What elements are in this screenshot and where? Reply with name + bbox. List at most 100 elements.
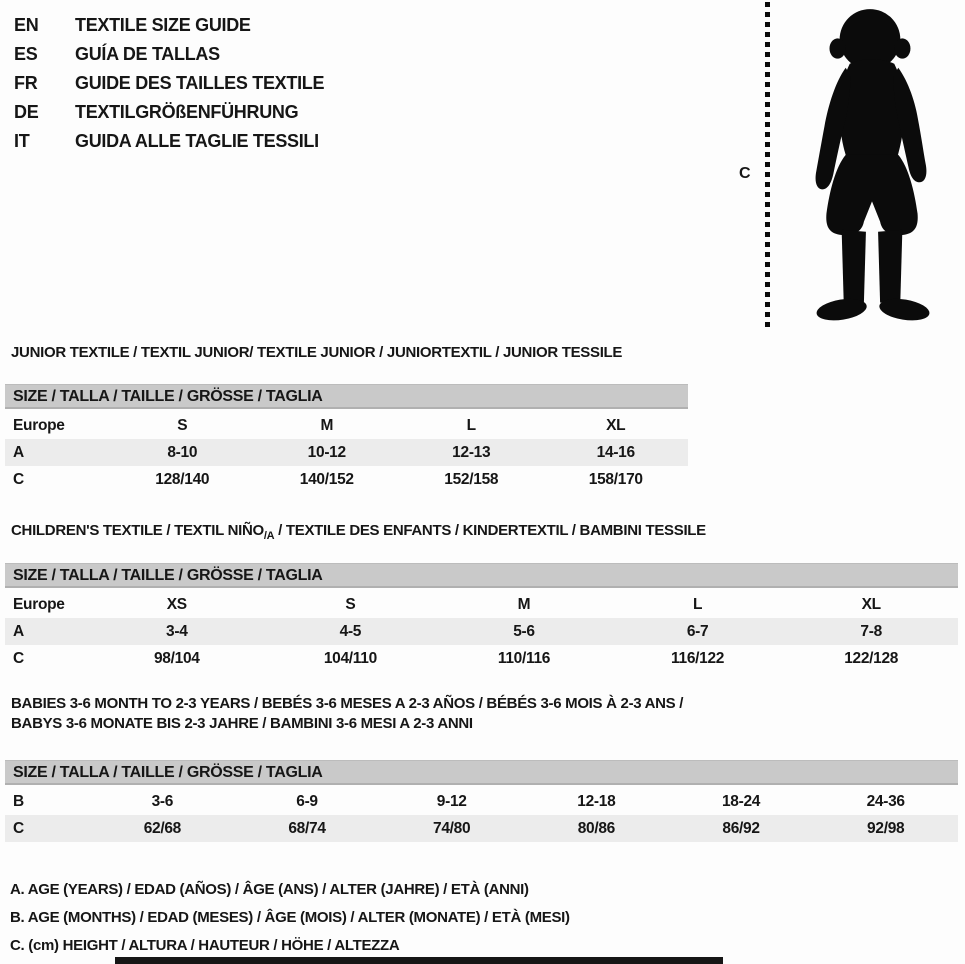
table-cell: 6-7 [686, 622, 709, 640]
section-title: JUNIOR TEXTILE / TEXTIL JUNIOR/ TEXTILE … [11, 343, 958, 363]
table-cell: 6-9 [296, 792, 318, 810]
language-row: IT GUIDA ALLE TAGLIE TESSILI [14, 127, 324, 156]
legend-line: C. (cm) HEIGHT / ALTURA / HAUTEUR / HÖHE… [10, 937, 400, 954]
section-title: BABYS 3-6 MONATE BIS 2-3 JAHRE / BAMBINI… [11, 714, 958, 734]
table-cell: M [320, 416, 334, 434]
table-row: A 8-10 10-12 12-13 14-16 [5, 439, 688, 466]
table-cell: 5-6 [513, 622, 535, 640]
table-cell: 3-6 [151, 792, 174, 810]
table-row: Europe XS S M L XL [5, 591, 958, 618]
table-cell: 116/122 [671, 649, 725, 667]
section-children: CHILDREN'S TEXTILE / TEXTIL NIÑO/A / TEX… [5, 521, 958, 672]
language-title: GUIDE DES TAILLES TEXTILE [75, 73, 325, 93]
table-cell: 62/68 [143, 819, 182, 837]
size-header-bar: SIZE / TALLA / TAILLE / GRÖSSE / TAGLIA [5, 384, 688, 409]
size-table: Europe S M L XL A 8-10 10-12 12-13 14-16 C 128/140 1… [5, 412, 688, 493]
table-cell: 14-16 [596, 443, 635, 461]
section-title-text: BABYS 3-6 MONATE BIS 2-3 JAHRE / BAMBINI… [11, 715, 473, 732]
language-row: EN TEXTILE SIZE GUIDE [14, 11, 324, 40]
table-row: B 3-6 6-9 9-12 12-18 18-24 24-36 [5, 788, 958, 815]
table-cell: 10-12 [307, 443, 346, 461]
row-label: C [13, 649, 24, 667]
language-code: ES [14, 44, 38, 64]
table-cell: 122/128 [844, 649, 899, 667]
language-row: ES GUÍA DE TALLAS [14, 40, 324, 69]
language-header: EN TEXTILE SIZE GUIDE ES GUÍA DE TALLAS FR GU… [14, 11, 324, 156]
section-title-text: CHILDREN'S TEXTILE / TEXTIL NIÑO [11, 522, 264, 539]
section-title: CHILDREN'S TEXTILE / TEXTIL NIÑO/A / TEX… [11, 521, 958, 542]
section-junior: JUNIOR TEXTILE / TEXTIL JUNIOR/ TEXTILE … [5, 343, 958, 493]
table-row: C 62/68 68/74 74/80 80/86 86/92 92/98 [5, 815, 958, 842]
row-label: C [13, 819, 24, 837]
table-cell: 68/74 [288, 819, 326, 837]
language-row: FR GUIDE DES TAILLES TEXTILE [14, 69, 324, 98]
size-table: Europe XS S M L XL A 3-4 4-5 5-6 6-7 7-8 C 98/104 104/… [5, 591, 958, 672]
section-title-text: / TEXTILE DES ENFANTS / KINDERTEXTIL / B… [274, 522, 706, 539]
language-title: TEXTILE SIZE GUIDE [75, 15, 251, 35]
table-cell: 4-5 [339, 622, 362, 640]
table-cell: 152/158 [444, 470, 499, 488]
table-cell: 98/104 [153, 649, 200, 667]
table-cell: 86/92 [722, 819, 760, 837]
table-row: C 128/140 140/152 152/158 158/170 [5, 466, 688, 493]
language-code: FR [14, 73, 38, 93]
table-cell: 24-36 [866, 792, 905, 810]
row-label: Europe [13, 416, 65, 434]
section-title-text: /A [263, 530, 275, 542]
language-code: DE [14, 102, 39, 122]
row-label: C [13, 470, 24, 488]
table-row: C 98/104 104/110 110/116 116/122 122/128 [5, 645, 958, 672]
table-cell: L [466, 416, 476, 434]
table-cell: L [692, 595, 703, 613]
legend: A. AGE (YEARS) / EDAD (AÑOS) / ÂGE (ANS)… [10, 876, 570, 960]
table-cell: 128/140 [155, 470, 210, 488]
size-header-bar: SIZE / TALLA / TAILLE / GRÖSSE / TAGLIA [5, 760, 958, 785]
table-cell: XS [166, 595, 187, 613]
table-cell: 8-10 [167, 443, 198, 461]
table-cell: 12-13 [452, 443, 491, 461]
table-cell: S [345, 595, 356, 613]
table-cell: S [177, 416, 188, 434]
table-cell: 92/98 [867, 819, 905, 837]
table-cell: 158/170 [588, 470, 643, 488]
size-header-bar: SIZE / TALLA / TAILLE / GRÖSSE / TAGLIA [5, 563, 958, 588]
table-row: A 3-4 4-5 5-6 6-7 7-8 [5, 618, 958, 645]
section-babies: BABIES 3-6 MONTH TO 2-3 YEARS / BEBÉS 3-… [5, 694, 958, 842]
legend-line: B. AGE (MONTHS) / EDAD (MESES) / ÂGE (MO… [10, 909, 570, 926]
language-title: GUIDA ALLE TAGLIE TESSILI [75, 131, 319, 151]
row-label: Europe [13, 595, 65, 613]
table-cell: 110/116 [497, 649, 551, 667]
language-title: GUÍA DE TALLAS [75, 44, 220, 64]
table-cell: 9-12 [436, 792, 467, 810]
table-cell: 80/86 [577, 819, 616, 837]
toddler-silhouette-icon [815, 9, 930, 321]
size-table: B 3-6 6-9 9-12 12-18 18-24 24-36 C 62/68 68/74 74/… [5, 788, 958, 842]
table-cell: XL [861, 595, 882, 613]
table-cell: 104/110 [323, 649, 377, 667]
section-title-text: BABIES 3-6 MONTH TO 2-3 YEARS / BEBÉS 3-… [11, 695, 684, 712]
height-reference-label: C [739, 165, 751, 182]
bottom-scan-bar [115, 957, 723, 964]
language-code: IT [14, 131, 30, 151]
table-cell: XL [606, 416, 626, 434]
table-cell: 18-24 [721, 792, 761, 810]
table-cell: 74/80 [433, 819, 471, 837]
language-title: TEXTILGRÖßENFÜHRUNG [75, 102, 299, 122]
table-cell: 12-18 [577, 792, 616, 810]
language-row: DE TEXTILGRÖßENFÜHRUNG [14, 98, 324, 127]
legend-line: A. AGE (YEARS) / EDAD (AÑOS) / ÂGE (ANS)… [10, 881, 529, 898]
row-label: B [13, 792, 24, 810]
language-code: EN [14, 15, 39, 35]
height-dotted-line [765, 2, 770, 332]
baby-figure-block: C [735, 0, 965, 345]
table-cell: 3-4 [166, 622, 188, 640]
table-cell: 140/152 [299, 470, 354, 488]
table-cell: 7-8 [860, 622, 882, 640]
table-row: Europe S M L XL [5, 412, 688, 439]
table-cell: M [517, 595, 531, 613]
row-label: A [13, 622, 24, 640]
section-title: BABIES 3-6 MONTH TO 2-3 YEARS / BEBÉS 3-… [11, 694, 958, 714]
section-title-text: JUNIOR TEXTILE / TEXTIL JUNIOR/ TEXTILE … [11, 344, 623, 361]
row-label: A [13, 443, 24, 461]
